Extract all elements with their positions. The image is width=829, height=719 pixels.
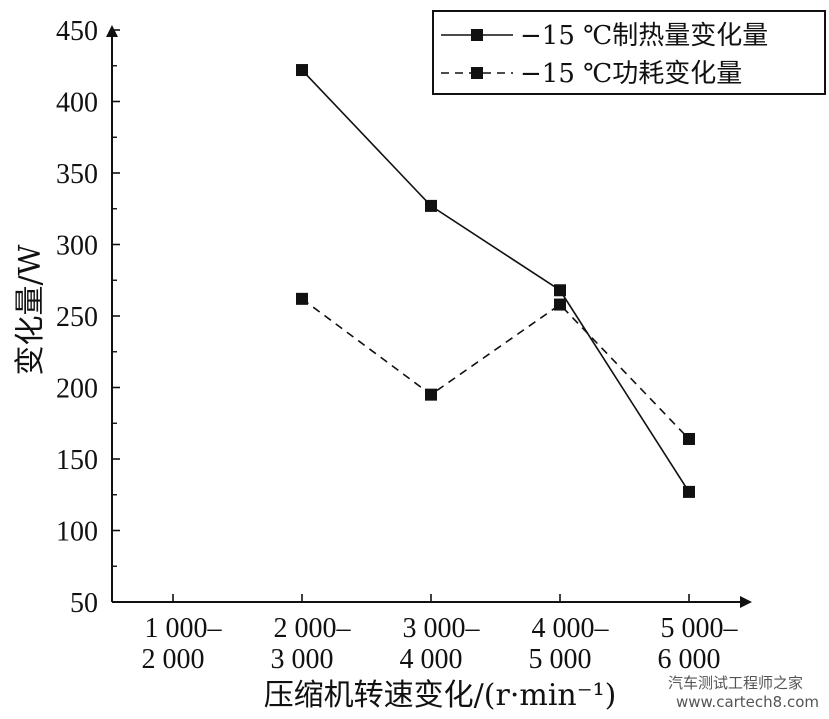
x-tick-label: 4 000– xyxy=(532,613,610,644)
x-tick-label-line2: 6 000 xyxy=(658,644,721,675)
y-tick-label: 50 xyxy=(70,588,98,619)
legend-box xyxy=(432,10,826,95)
series-1-point xyxy=(296,64,308,77)
x-tick-label: 1 000– xyxy=(145,613,223,644)
series-1-point xyxy=(683,485,695,498)
y-tick-label: 250 xyxy=(56,302,98,333)
series-2-point xyxy=(425,388,437,401)
watermark-brand: 汽车测试工程师之家 xyxy=(668,674,803,692)
legend-marker-2 xyxy=(471,67,483,79)
series-2-point xyxy=(296,292,308,305)
series-group xyxy=(296,64,695,498)
x-tick-label: 3 000– xyxy=(403,613,481,644)
legend-label-2: −15 ℃功耗变化量 xyxy=(520,59,742,89)
x-tick-label-line2: 5 000 xyxy=(529,644,592,675)
x-axis-label: 压缩机转速变化/(r·min⁻¹) xyxy=(264,678,617,713)
axes xyxy=(106,25,752,608)
legend-marker-1 xyxy=(471,29,483,41)
x-tick-label: 5 000– xyxy=(661,613,739,644)
y-tick-label: 350 xyxy=(56,159,98,190)
x-axis-arrow xyxy=(740,596,752,608)
series-2-point xyxy=(554,298,566,311)
series-line-1 xyxy=(301,69,690,493)
y-tick-label: 300 xyxy=(56,231,98,262)
x-tick-label: 2 000– xyxy=(274,613,352,644)
y-axis-arrow xyxy=(106,25,118,37)
y-axis-label: 变化量/W xyxy=(13,244,48,375)
y-tick-label: 150 xyxy=(56,445,98,476)
series-1-point xyxy=(554,284,566,297)
watermark: 汽车测试工程师之家 www.cartech8.com xyxy=(668,674,819,711)
series-2-point xyxy=(683,432,695,445)
legend: −15 ℃制热量变化量 −15 ℃功耗变化量 xyxy=(432,10,826,95)
x-tick-label-line2: 3 000 xyxy=(271,644,334,675)
x-tick-label-line2: 2 000 xyxy=(142,644,205,675)
y-tick-label: 400 xyxy=(56,88,98,119)
series-1-point xyxy=(425,199,437,212)
y-tick-label: 450 xyxy=(56,16,98,47)
legend-label-1: −15 ℃制热量变化量 xyxy=(520,21,768,51)
y-ticks: 50 100 150 200 250 300 350 400 450 xyxy=(56,16,120,619)
watermark-url: www.cartech8.com xyxy=(676,693,819,711)
y-tick-label: 100 xyxy=(56,517,98,548)
y-tick-label: 200 xyxy=(56,374,98,405)
series-line-2 xyxy=(301,298,690,440)
x-tick-label-line2: 4 000 xyxy=(400,644,463,675)
